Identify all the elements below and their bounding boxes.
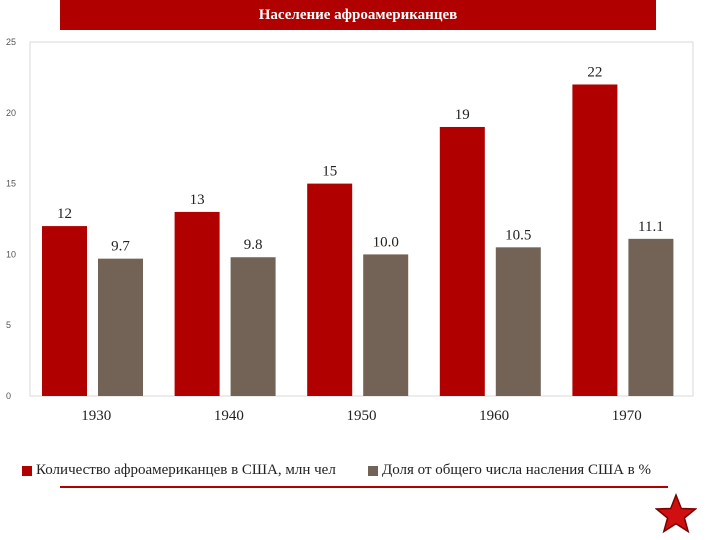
y-tick-label: 10	[6, 249, 16, 259]
data-label-share: 10.0	[373, 234, 399, 250]
legend-label-count: Количество афроамериканцев в США, млн че…	[36, 462, 336, 478]
chart-legend: Количество афроамериканцев в США, млн че…	[22, 462, 682, 484]
data-label-count: 13	[190, 192, 205, 208]
y-tick-label: 20	[6, 108, 16, 118]
legend-divider	[60, 486, 668, 488]
data-label-count: 22	[587, 64, 602, 80]
x-tick-label: 1950	[347, 408, 377, 424]
y-tick-label: 15	[6, 179, 16, 189]
x-tick-label: 1960	[479, 408, 509, 424]
data-label-count: 15	[322, 164, 337, 180]
bar-count	[174, 211, 220, 396]
bar-share	[98, 258, 143, 396]
plot-area	[29, 41, 694, 397]
bar-count	[572, 84, 618, 396]
star-icon	[655, 492, 697, 534]
legend-item-count: Количество афроамериканцев в США, млн че…	[22, 462, 336, 479]
bar-share	[230, 257, 276, 396]
bar-share	[363, 254, 409, 396]
bar-share	[495, 247, 541, 396]
x-tick-label: 1970	[612, 408, 642, 424]
x-tick-label: 1940	[214, 408, 244, 424]
bar-count	[439, 126, 485, 397]
legend-swatch-count	[22, 465, 32, 476]
bar-count	[307, 183, 353, 396]
legend-label-share: Доля от общего числа насления США в %	[382, 462, 652, 478]
bar-count	[42, 226, 87, 396]
y-tick-label: 5	[6, 320, 11, 330]
data-label-share: 9.7	[111, 239, 130, 255]
data-label-share: 11.1	[638, 219, 664, 235]
data-label-count: 12	[57, 206, 72, 222]
data-label-share: 9.8	[244, 237, 263, 253]
y-tick-label: 25	[6, 37, 16, 47]
y-tick-label: 0	[6, 391, 11, 401]
bar-share	[628, 238, 674, 396]
data-label-share: 10.5	[505, 227, 531, 243]
chart-title: Население афроамериканцев	[60, 0, 656, 30]
x-tick-label: 1930	[81, 408, 111, 424]
legend-swatch-share	[368, 465, 378, 476]
legend-item-share: Доля от общего числа насления США в %	[368, 462, 651, 479]
bar-chart: 0 5 10 15 20 25 12 9.7 1930 13 9.8 1940 15 10.0 1950 19…	[6, 37, 694, 424]
data-label-count: 19	[455, 107, 470, 123]
